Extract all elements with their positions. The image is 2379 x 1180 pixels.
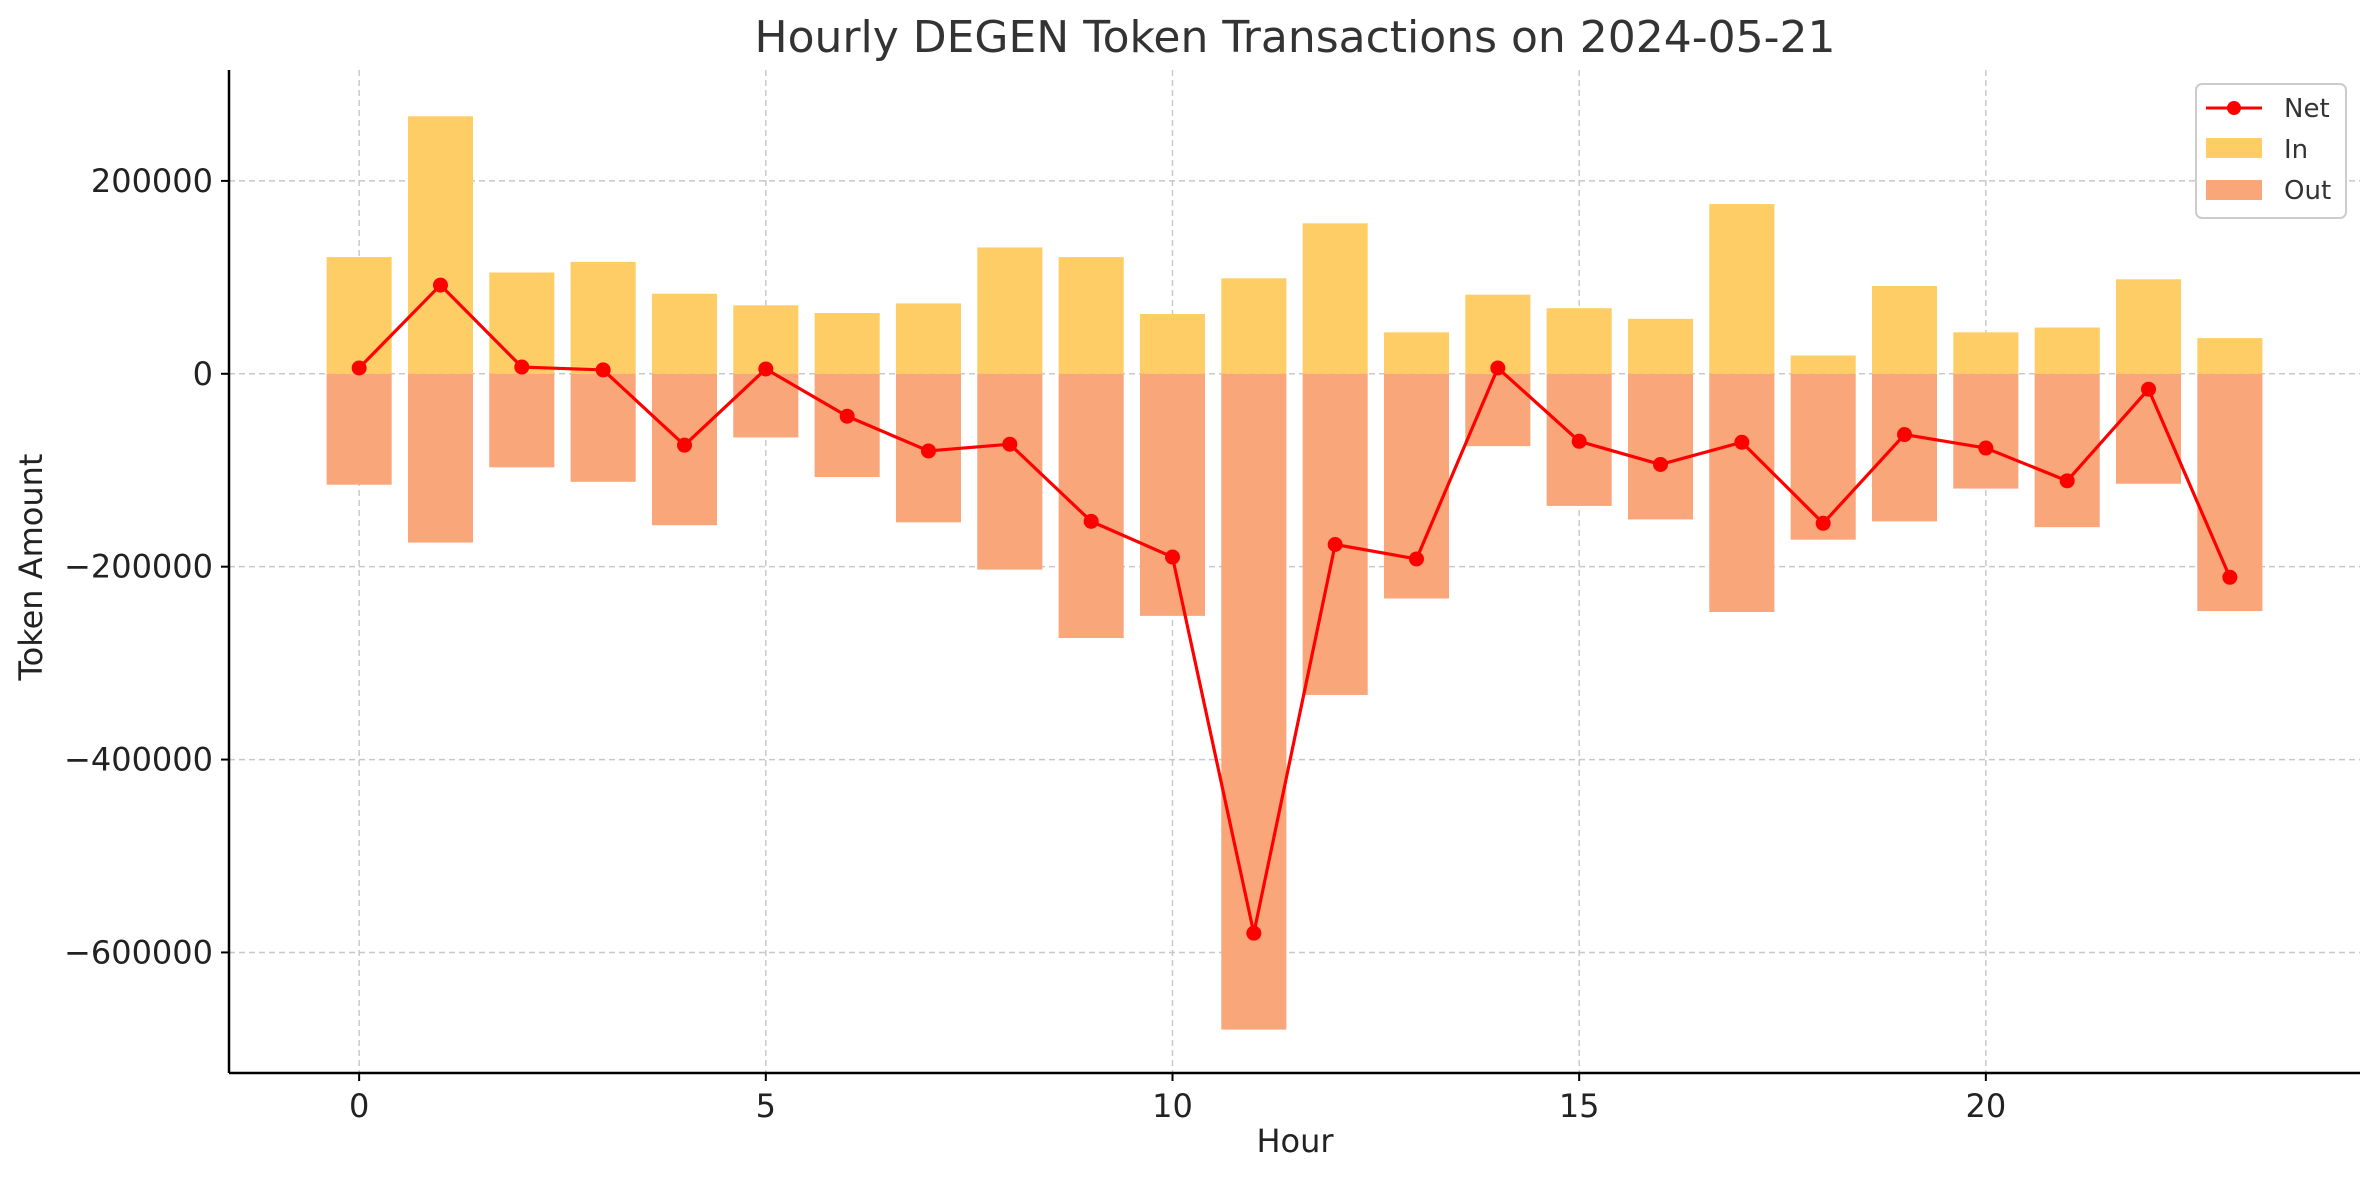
net-point [839,408,855,424]
legend: Net In Out [2195,83,2347,219]
out-bar [489,373,555,468]
net-point [1571,433,1587,449]
legend-out-swatch-icon [2206,180,2262,200]
net-point [351,360,367,376]
y-tick-label: 0 [193,355,213,393]
out-bar [1790,373,1856,540]
net-point [1978,440,1994,456]
in-bar [1546,308,1612,374]
in-bar [1953,332,2019,374]
out-bar [1953,373,2019,489]
axes-layer [227,70,2360,1075]
legend-net-label: Net [2284,94,2330,124]
out-bar [1058,373,1124,639]
out-bar [977,373,1043,570]
in-bar [814,313,880,374]
in-bar [489,272,555,374]
net-point [1327,536,1343,552]
net-point [514,359,530,375]
in-bar [1383,332,1450,374]
out-bar [1221,373,1287,1030]
ticks-layer: 0 5 10 15 20 200000 0 −200000 −400000 −600000 [64,162,2006,1125]
chart-title: Hourly DEGEN Token Transactions on 2024-… [754,12,1835,63]
out-bar [1627,373,1694,520]
net-point [1164,549,1180,565]
in-bar [1871,286,1938,374]
net-point [920,443,936,459]
legend-in-swatch-icon [2206,138,2262,158]
out-bar [1139,373,1206,616]
in-bar [1709,204,1775,374]
y-tick-label: −600000 [64,933,213,971]
net-point [2059,473,2075,489]
in-bar [651,293,718,374]
in-bar [1302,223,1368,374]
in-bar [2197,338,2263,374]
net-series-line [357,283,2232,935]
x-axis-label: Hour [1256,1122,1334,1160]
out-bar [1871,373,1938,522]
net-point [432,277,448,293]
in-bar [1790,355,1856,374]
net-point [1083,513,1099,529]
legend-out-label: Out [2284,176,2331,206]
y-tick-label: 200000 [91,162,213,200]
in-bar [1139,313,1206,374]
in-bar [1058,257,1124,374]
in-bars-layer [326,116,2263,374]
in-bar [1627,318,1694,374]
net-point [1002,436,1018,452]
net-point [1734,434,1750,450]
y-tick-label: −400000 [64,741,213,779]
x-tick-label: 5 [756,1087,776,1125]
net-point [676,437,692,453]
net-point [1897,427,1913,443]
out-bar [2034,373,2100,528]
net-point [2141,381,2157,397]
out-bar [326,373,392,485]
out-bar [1465,373,1531,447]
net-point [1653,456,1669,472]
in-bar [570,261,636,374]
net-point [2222,569,2238,585]
x-tick-label: 10 [1152,1087,1193,1125]
in-bar [895,303,962,374]
out-bars-layer [326,373,2263,1030]
y-axis-label: Token Amount [12,454,50,682]
in-bar [2115,279,2182,374]
net-line-layer [351,277,2238,941]
in-bar [1221,278,1287,374]
net-point [1409,551,1425,567]
net-point [595,362,611,378]
legend-net-marker-icon [2227,101,2241,115]
out-bar [1709,373,1775,613]
net-point [1815,515,1831,531]
x-tick-label: 15 [1559,1087,1600,1125]
in-bar [2034,327,2100,374]
net-point [758,361,774,377]
x-tick-label: 0 [349,1087,369,1125]
legend-in-label: In [2284,135,2308,165]
in-bar [326,257,392,374]
in-bar [977,247,1043,374]
y-tick-label: −200000 [64,548,213,586]
net-point [1490,360,1506,376]
in-bar [407,116,474,374]
x-tick-label: 20 [1965,1087,2006,1125]
net-point [1246,925,1262,941]
grid-layer [229,70,2360,1073]
out-bar [733,373,799,438]
out-bar [407,373,474,543]
